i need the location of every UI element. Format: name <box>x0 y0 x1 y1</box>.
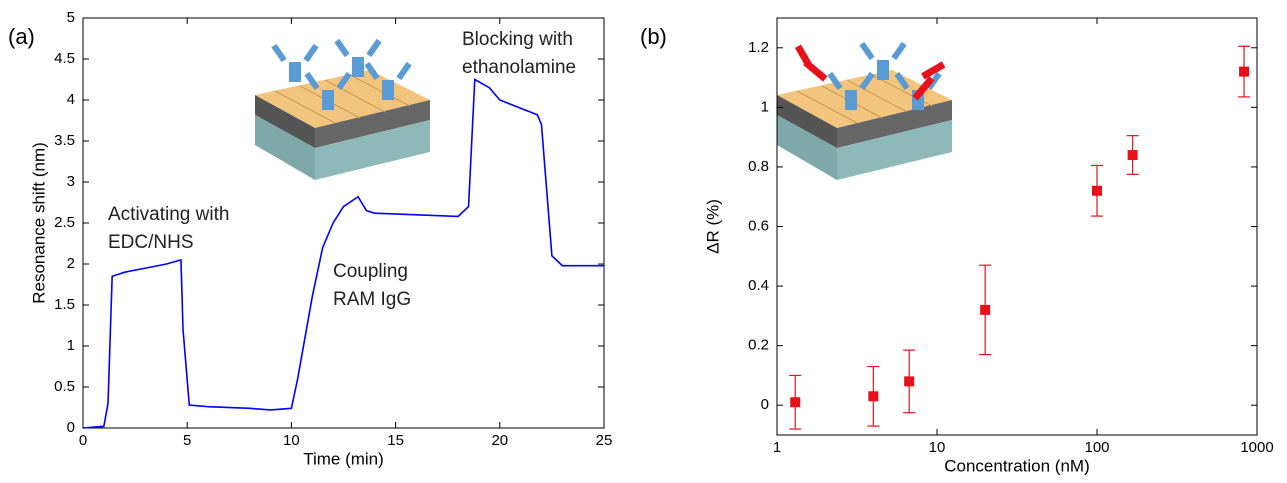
data-point <box>789 374 802 430</box>
x-axis-label: Time (min) <box>303 449 384 468</box>
marker <box>1239 66 1250 77</box>
inset-illustration <box>776 41 953 181</box>
x-tick-label: 20 <box>491 432 508 449</box>
x-tick-label: 100 <box>1084 439 1109 456</box>
y-tick-label: 0.6 <box>748 217 769 234</box>
marker <box>790 397 801 408</box>
data-point <box>1091 164 1103 217</box>
y-tick-label: 0.8 <box>748 158 769 175</box>
x-tick-label: 1000 <box>1240 439 1273 456</box>
annotation: ethanolamine <box>462 57 576 78</box>
annotation: Blocking with <box>462 29 573 50</box>
y-tick-label: 1 <box>67 337 75 354</box>
marker <box>868 391 879 402</box>
x-axis-label: Concentration (nM) <box>944 456 1090 475</box>
x-tick-label: 15 <box>387 432 404 449</box>
annotation: EDC/NHS <box>108 232 194 253</box>
annotation: Activating with <box>108 204 229 225</box>
y-tick-label: 2 <box>67 255 75 272</box>
y-tick-label: 2.5 <box>54 214 75 231</box>
data-point <box>979 264 992 356</box>
marker <box>1127 150 1138 161</box>
panel-label: (b) <box>640 24 667 49</box>
annotation: Coupling <box>333 261 408 282</box>
data-point <box>1238 45 1251 98</box>
x-tick-label: 10 <box>929 439 946 456</box>
x-tick-label: 25 <box>596 432 613 449</box>
inset-illustration <box>254 38 431 181</box>
y-tick-label: 4.5 <box>54 50 75 67</box>
y-axis-label: ΔR (%) <box>703 199 722 254</box>
x-tick-label: 5 <box>183 432 191 449</box>
y-tick-label: 1.5 <box>54 296 75 313</box>
y-tick-label: 0.2 <box>748 337 769 354</box>
y-tick-label: 1 <box>761 98 769 115</box>
y-tick-label: 5 <box>67 9 75 26</box>
data-point <box>903 349 916 414</box>
y-axis-label: Resonance shift (nm) <box>29 142 48 304</box>
y-tick-label: 0.5 <box>54 378 75 395</box>
y-tick-label: 1.2 <box>748 39 769 56</box>
y-tick-label: 0 <box>761 396 769 413</box>
x-tick-label: 0 <box>79 432 87 449</box>
y-tick-label: 3 <box>67 173 75 190</box>
annotation: RAM IgG <box>333 289 411 310</box>
y-tick-label: 4 <box>67 91 75 108</box>
y-tick-label: 3.5 <box>54 132 75 149</box>
x-tick-label: 10 <box>283 432 300 449</box>
data-point <box>867 365 880 427</box>
marker <box>904 376 915 387</box>
x-tick-label: 1 <box>773 439 781 456</box>
y-tick-label: 0.4 <box>748 277 769 294</box>
y-tick-label: 0 <box>67 419 75 436</box>
line-series <box>82 78 604 429</box>
marker <box>980 304 991 315</box>
marker <box>1092 185 1102 196</box>
panel-label: (a) <box>8 24 35 49</box>
data-point <box>1126 135 1139 175</box>
